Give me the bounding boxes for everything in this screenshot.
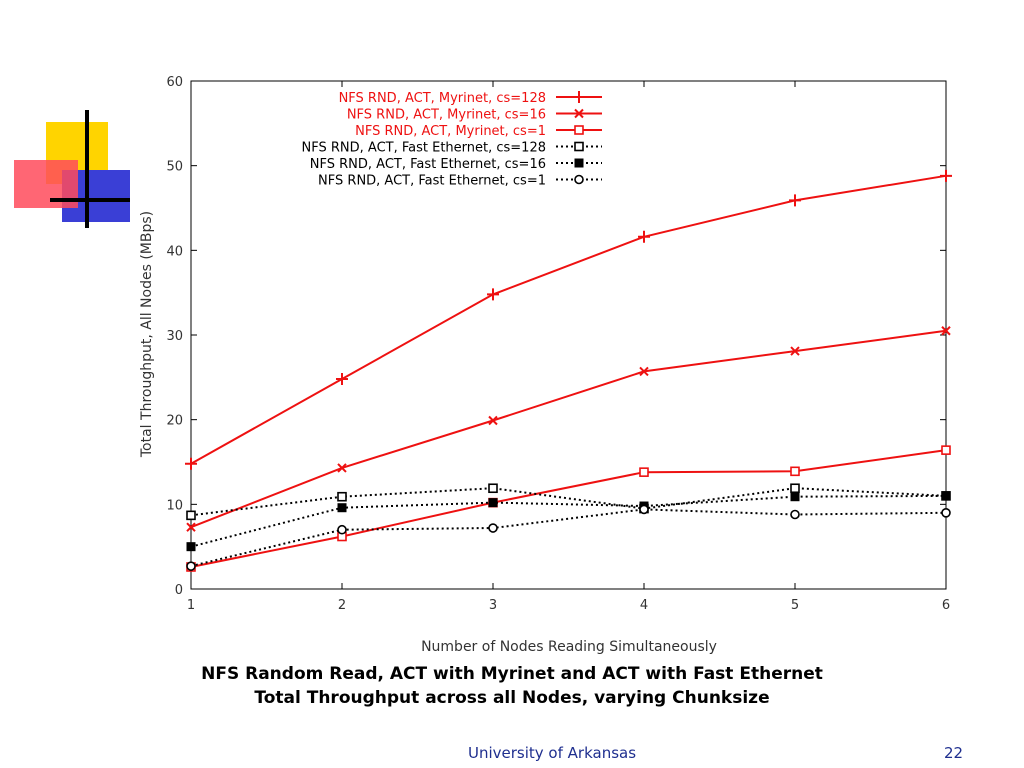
x-tick-label: 1	[187, 598, 195, 613]
series-line	[190, 449, 947, 568]
x-tick-label: 4	[640, 598, 648, 613]
data-point-filled-square	[574, 158, 584, 168]
y-tick-label: 20	[166, 414, 183, 429]
data-point-plus	[487, 288, 499, 301]
data-point-plus	[638, 230, 650, 243]
data-point-filled-square	[941, 491, 951, 501]
data-point-x	[790, 346, 800, 356]
data-point-filled-square	[488, 498, 498, 508]
data-point-filled-square	[790, 492, 800, 502]
legend-label: NFS RND, ACT, Fast Ethernet, cs=16	[310, 157, 546, 172]
chart-legend: NFS RND, ACT, Myrinet, cs=128 NFS RND, AC…	[302, 91, 602, 189]
y-tick-label: 30	[166, 329, 183, 344]
y-tick-label: 10	[166, 498, 183, 513]
footer-organization: University of Arkansas	[468, 744, 637, 762]
data-point-open-square	[337, 491, 347, 502]
x-tick-label: 6	[942, 598, 950, 613]
legend-entry: NFS RND, ACT, Fast Ethernet, cs=16	[310, 157, 602, 172]
data-point-open-circle	[941, 507, 951, 518]
data-point-open-circle	[574, 174, 584, 185]
legend-label: NFS RND, ACT, Fast Ethernet, cs=1	[318, 174, 546, 189]
slide-caption-line-2: Total Throughput across all Nodes, varyi…	[254, 688, 770, 708]
legend-entry: NFS RND, ACT, Myrinet, cs=1	[355, 124, 602, 139]
data-point-open-square	[941, 445, 951, 455]
data-point-open-square	[790, 483, 800, 494]
y-tick-label: 0	[175, 583, 183, 598]
y-tick-label: 50	[166, 160, 183, 175]
legend-entry: NFS RND, ACT, Fast Ethernet, cs=128	[302, 141, 602, 156]
legend-label: NFS RND, ACT, Myrinet, cs=16	[347, 108, 546, 123]
x-tick-label: 5	[791, 598, 799, 613]
data-point-open-square	[574, 141, 584, 152]
data-point-open-square	[488, 483, 498, 494]
slide-number: 22	[944, 744, 964, 762]
data-point-plus	[573, 91, 585, 103]
y-axis-title: Total Throughput, All Nodes (MBps)	[139, 211, 155, 458]
slide-caption-line-1: NFS Random Read, ACT with Myrinet and AC…	[201, 664, 823, 684]
data-point-x	[488, 415, 498, 426]
plot-frame	[190, 80, 947, 590]
data-point-open-circle	[790, 509, 800, 520]
data-point-open-circle	[337, 524, 347, 535]
data-point-plus	[336, 373, 348, 386]
series-line	[190, 329, 947, 529]
data-point-x	[639, 366, 649, 377]
x-tick-label: 3	[489, 598, 497, 613]
data-point-plus	[940, 169, 952, 182]
series-line	[190, 174, 947, 465]
y-tick-label: 40	[166, 244, 183, 259]
data-point-open-square	[639, 467, 649, 477]
data-point-open-circle	[186, 561, 196, 571]
data-point-x	[186, 522, 196, 532]
plot-series	[185, 169, 952, 572]
legend-entry: NFS RND, ACT, Fast Ethernet, cs=1	[318, 174, 602, 189]
data-point-open-circle	[488, 523, 498, 533]
series-3	[186, 445, 951, 572]
data-point-open-square	[574, 125, 584, 135]
data-point-open-circle	[639, 504, 649, 515]
legend-entry: NFS RND, ACT, Myrinet, cs=16	[347, 108, 602, 123]
legend-entry: NFS RND, ACT, Myrinet, cs=128	[339, 91, 602, 106]
series-5	[186, 491, 951, 552]
series-1	[185, 169, 952, 470]
data-point-filled-square	[186, 542, 196, 552]
data-point-x	[941, 326, 951, 336]
data-point-filled-square	[337, 503, 347, 513]
data-point-open-square	[790, 466, 800, 477]
legend-label: NFS RND, ACT, Myrinet, cs=128	[339, 91, 546, 106]
data-point-open-square	[186, 510, 196, 521]
data-point-plus	[789, 194, 801, 207]
series-line	[190, 487, 947, 517]
slide-logo	[14, 110, 130, 228]
legend-label: NFS RND, ACT, Fast Ethernet, cs=128	[302, 141, 546, 156]
throughput-line-chart: 0 10 20 30 40 50 60 1 2 3 4 5 6 NFS RND, ACT, Myrine…	[139, 75, 952, 655]
series-6	[186, 504, 951, 571]
legend-label: NFS RND, ACT, Myrinet, cs=1	[355, 124, 546, 139]
series-2	[186, 326, 951, 532]
data-point-x	[574, 108, 584, 119]
data-point-plus	[185, 457, 197, 470]
x-tick-label: 2	[338, 598, 346, 613]
plot-axes: 0 10 20 30 40 50 60 1 2 3 4 5 6	[166, 75, 950, 613]
data-point-x	[337, 463, 347, 473]
y-tick-label: 60	[166, 75, 183, 90]
x-axis-title: Number of Nodes Reading Simultaneously	[421, 639, 717, 655]
